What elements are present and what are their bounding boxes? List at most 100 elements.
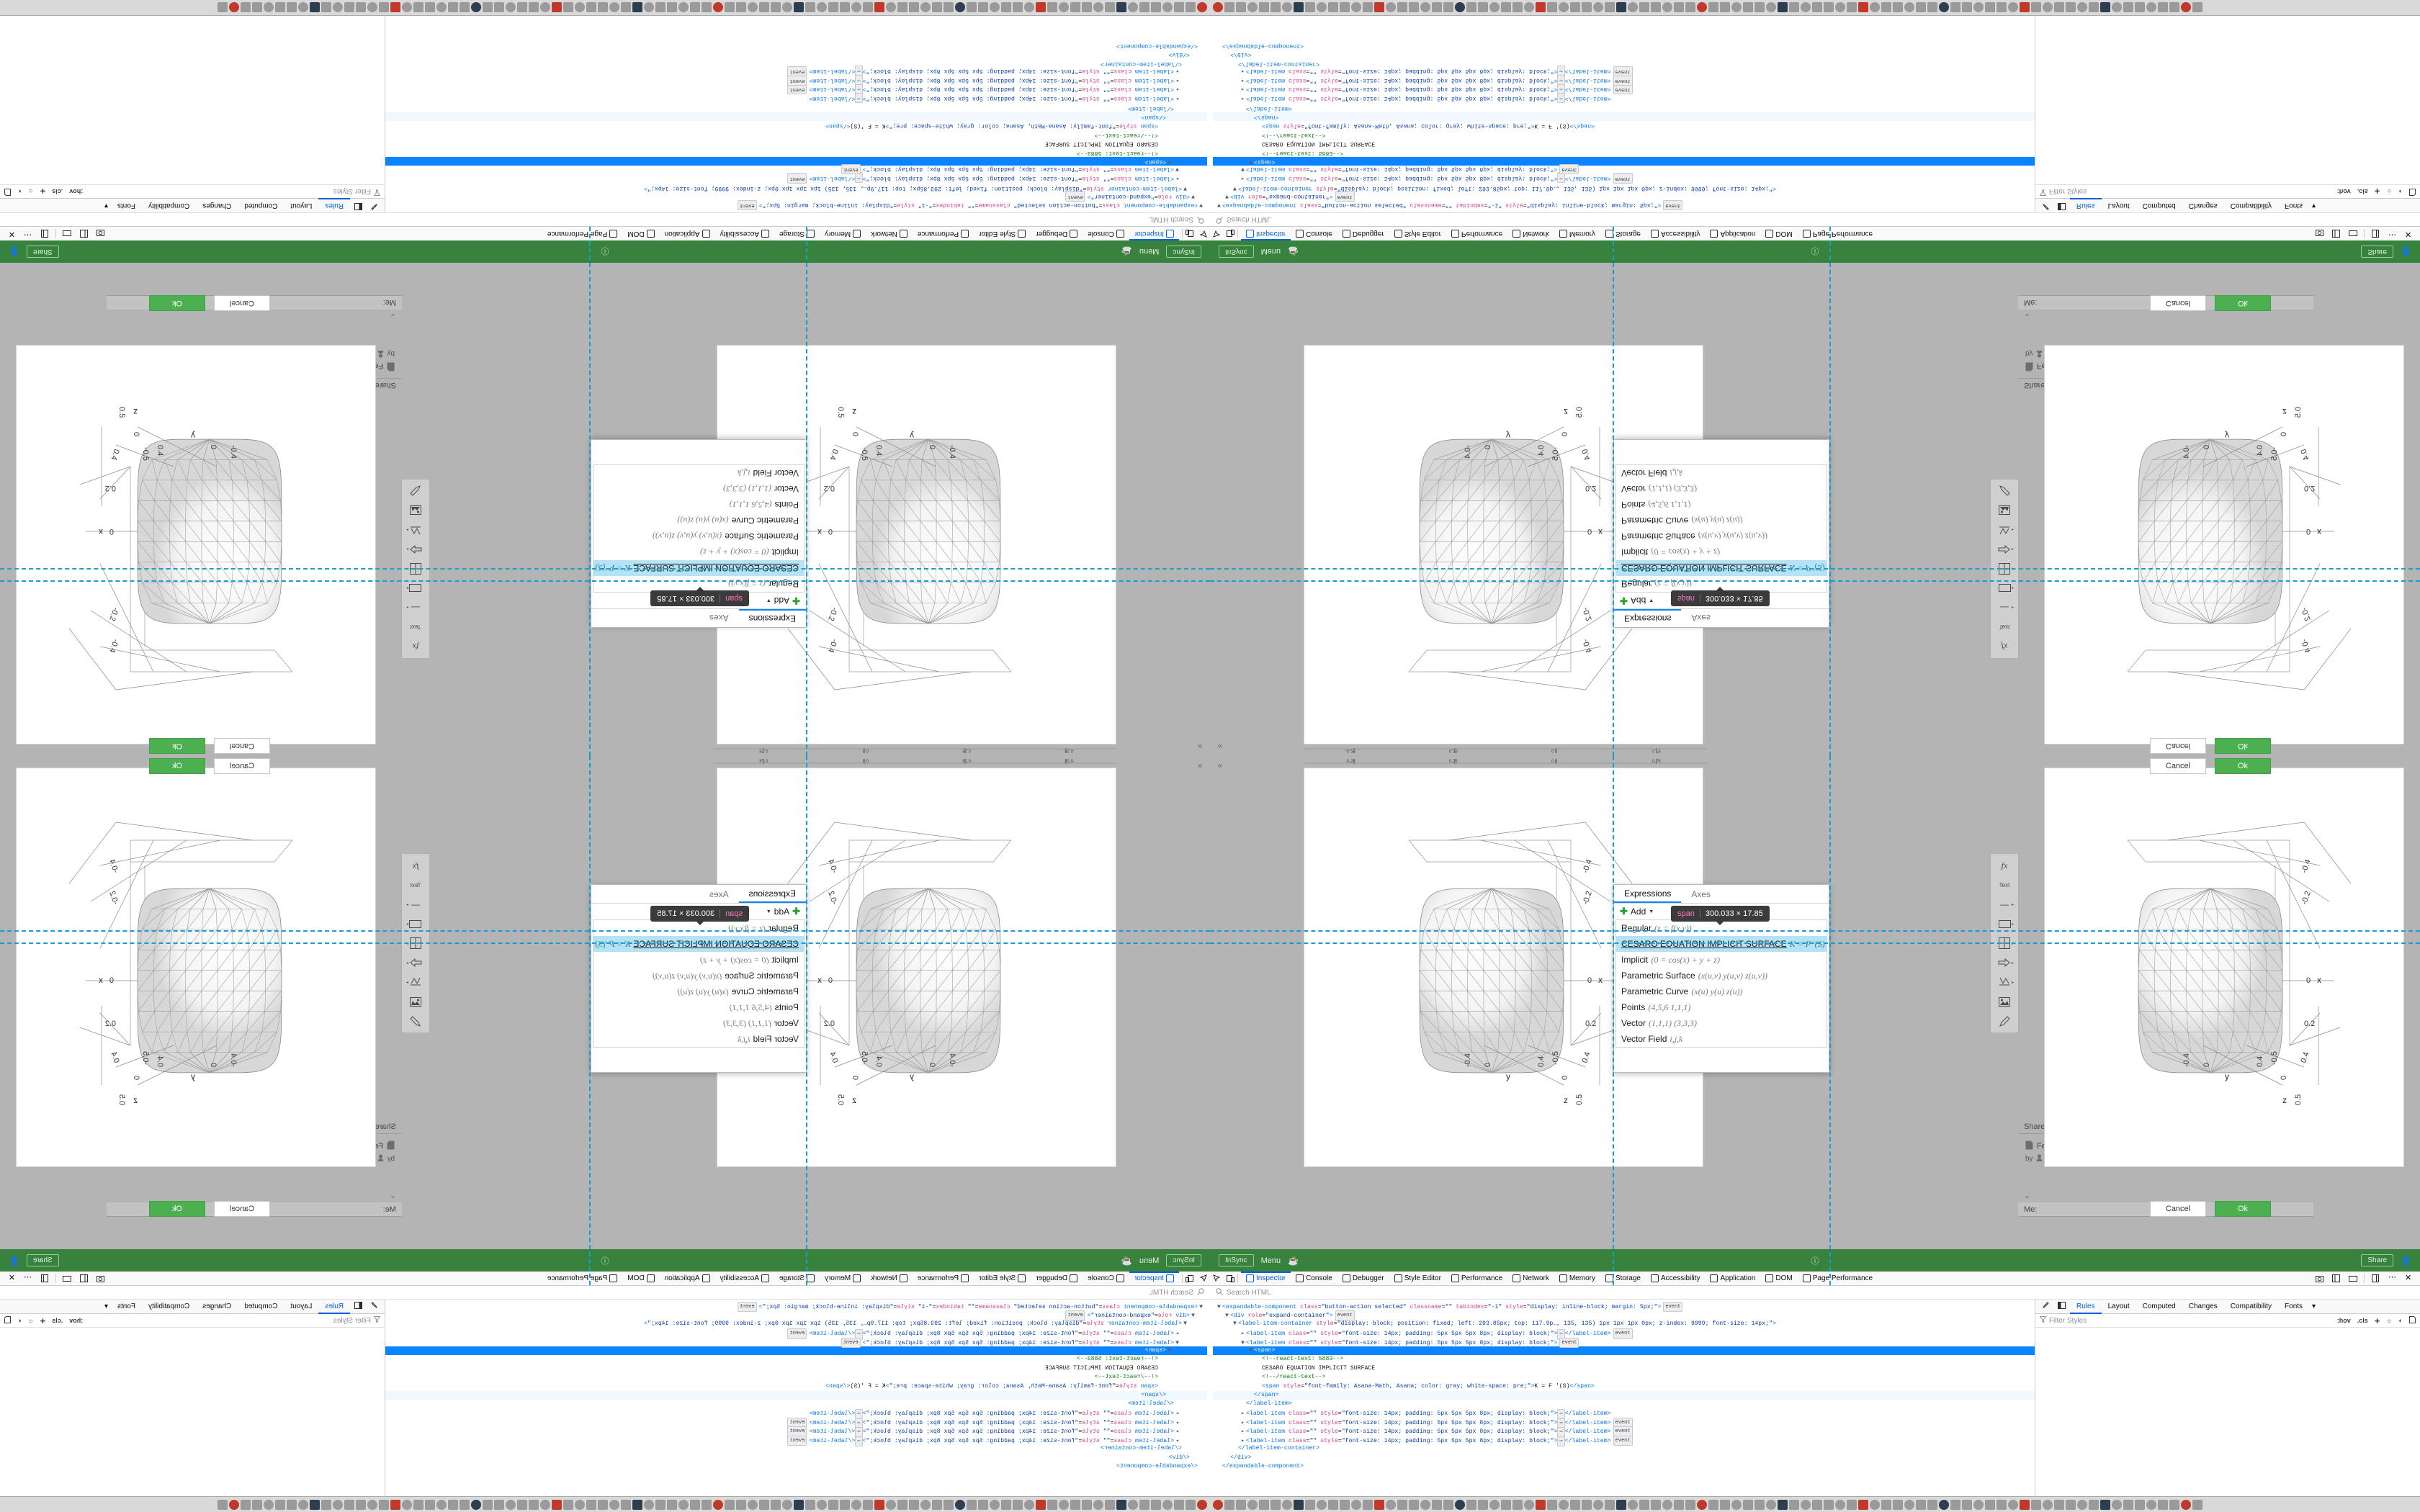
markup-line[interactable]: <span style="font-family: Asana-Math, As…: [1262, 1382, 1595, 1390]
responsive-design-icon[interactable]: [1227, 1274, 1234, 1282]
taskbar-icon[interactable]: [1466, 2, 1476, 13]
me-header[interactable]: ⌄: [2018, 310, 2313, 324]
fx-icon[interactable]: fx: [412, 642, 419, 652]
markup-line[interactable]: ▼<label-item-container style="display: b…: [1213, 1320, 2035, 1328]
taskbar-icon[interactable]: [448, 1499, 458, 1510]
taskbar-icon[interactable]: [2020, 1499, 2030, 1510]
person-icon[interactable]: 👤: [9, 246, 19, 257]
pane-toggle-icon[interactable]: [2053, 1302, 2070, 1311]
add-rule-button[interactable]: +: [2374, 186, 2380, 197]
taskbar-icon[interactable]: [344, 2, 354, 13]
markup-line[interactable]: ▼<span>: [1213, 1346, 2035, 1356]
markup-line[interactable]: </expandable-component>: [1222, 42, 1304, 49]
taskbar-icon[interactable]: [771, 1499, 781, 1510]
markup-line[interactable]: ▼<label-item class="" style="font-size: …: [1213, 1337, 2035, 1348]
devtools-tab-accessibility[interactable]: Accessibility: [1646, 227, 1705, 241]
share-button[interactable]: Share: [26, 246, 59, 258]
taskbar-icon[interactable]: [356, 1499, 366, 1510]
taskbar-icon[interactable]: [1685, 1499, 1695, 1510]
taskbar-icon[interactable]: [1939, 2, 1949, 13]
taskbar-icon[interactable]: [1247, 2, 1258, 13]
taskbar-icon[interactable]: [2123, 1499, 2133, 1510]
taskbar-icon[interactable]: [1116, 1499, 1126, 1510]
markup-line[interactable]: ▸<label-item class="" style="font-size: …: [1213, 172, 2035, 184]
coffee-cup-icon[interactable]: ☕: [1121, 1255, 1132, 1266]
taskbar-icon[interactable]: [1570, 1499, 1580, 1510]
responsive-mode-icon[interactable]: [63, 230, 71, 238]
taskbar-icon[interactable]: [1197, 2, 1207, 13]
markup-line[interactable]: <span style="font-family: Asana-Math, As…: [825, 122, 1158, 130]
devtools-tab-application[interactable]: Application: [660, 1272, 715, 1286]
tool-palette[interactable]: fx Text — ▸ ▸ ▸ ▸ ▸: [1990, 479, 2019, 659]
plot-canvas-right[interactable]: -0.4 -0.2 0 x 0.2 0.4 -0.4 0 0.4 y -0.5 0 0.5 z: [2066, 797, 2383, 1135]
taskbar-icon[interactable]: [1455, 2, 1465, 13]
light-theme-icon[interactable]: ☼: [2386, 1317, 2393, 1324]
taskbar-icon[interactable]: [1789, 2, 1799, 13]
element-picker-icon[interactable]: [1213, 1274, 1221, 1282]
tab-expressions[interactable]: Expressions: [1614, 885, 1682, 903]
split-console-icon[interactable]: [80, 230, 88, 238]
markup-line[interactable]: </div>: [1230, 51, 1252, 58]
taskbar-icon[interactable]: [1962, 1499, 1972, 1510]
taskbar-icon[interactable]: [794, 1499, 804, 1510]
taskbar-icon[interactable]: [298, 2, 308, 13]
rules-overflow-caret-icon[interactable]: ▾: [104, 202, 108, 210]
devtools-tab-performance[interactable]: Performance: [913, 227, 974, 241]
fx-icon[interactable]: fx: [2001, 642, 2008, 652]
markup-line[interactable]: ▼<span>: [385, 156, 1207, 166]
taskbar-icon[interactable]: [1305, 2, 1315, 13]
ok-button[interactable]: Ok: [2215, 295, 2271, 311]
devtools-tab-accessibility[interactable]: Accessibility: [715, 1272, 774, 1286]
taskbar-icon[interactable]: [287, 1499, 297, 1510]
markup-line[interactable]: </label-item-container>: [1238, 1445, 1320, 1452]
markup-view[interactable]: ▼<expandable-component class="button-act…: [385, 1300, 1210, 1500]
taskbar-icon[interactable]: [1197, 1499, 1207, 1510]
markup-line[interactable]: ▸<label-item class="" style="font-size: …: [385, 1328, 1207, 1340]
chevron-icon[interactable]: ⌄: [389, 1191, 396, 1200]
taskbar-icon[interactable]: [1270, 2, 1281, 13]
taskbar-icon[interactable]: [529, 2, 539, 13]
devtools-tab-network[interactable]: Network: [866, 1272, 913, 1286]
dialog-tabs[interactable]: Expressions Axes: [591, 885, 806, 904]
devtools-tab-style-editor[interactable]: Style Editor: [974, 227, 1031, 241]
devtools-tab-storage[interactable]: Storage: [774, 1272, 820, 1286]
twisty-icon[interactable]: ▼: [1183, 1320, 1187, 1327]
taskbar-icon[interactable]: [874, 2, 884, 13]
taskbar-icon[interactable]: [1162, 2, 1173, 13]
devtools-searchbar[interactable]: Search HTML: [1210, 1286, 2420, 1300]
taskbar-icon[interactable]: [1386, 1499, 1396, 1510]
taskbar-icon[interactable]: [1778, 2, 1788, 13]
filter-styles-input[interactable]: Filter Styles: [2049, 1316, 2087, 1325]
taskbar-icon[interactable]: [1754, 2, 1765, 13]
twisty-icon[interactable]: ▸: [1241, 1437, 1245, 1444]
responsive-mode-icon[interactable]: [63, 1274, 71, 1282]
dialog-actions-bottom[interactable]: Cancel Ok: [149, 295, 270, 311]
taskbar-icon[interactable]: [1093, 1499, 1103, 1510]
markup-line[interactable]: </span>: [1213, 1390, 2035, 1400]
screenshot-icon[interactable]: [97, 1274, 104, 1282]
taskbar-icon[interactable]: [1697, 1499, 1707, 1510]
markup-line[interactable]: </label-item>: [1128, 1400, 1174, 1408]
twisty-icon[interactable]: ▼: [1183, 185, 1187, 192]
rules-tabs[interactable]: Rules Layout Computed Changes Compatibil…: [0, 198, 385, 212]
taskbar-icon[interactable]: [1731, 2, 1742, 13]
taskbar-icon[interactable]: [748, 2, 758, 13]
taskbar-icon[interactable]: [529, 1499, 539, 1510]
taskbar-icon[interactable]: [1824, 1499, 1834, 1510]
add-rule-button[interactable]: +: [40, 1315, 46, 1326]
taskbar-icon[interactable]: [310, 2, 320, 13]
cancel-button[interactable]: Cancel: [2150, 738, 2206, 754]
taskbar-icon[interactable]: [2031, 2, 2041, 13]
taskbar-icon[interactable]: [863, 2, 873, 13]
taskbar-icon[interactable]: [725, 1499, 735, 1510]
fx-icon[interactable]: fx: [412, 860, 419, 870]
markup-line[interactable]: </span>: [385, 1390, 1207, 1400]
taskbar-icon[interactable]: [1282, 1499, 1292, 1510]
taskbar-icon[interactable]: [1582, 1499, 1592, 1510]
text-icon[interactable]: Text: [410, 881, 421, 888]
taskbar-icon[interactable]: [1801, 1499, 1811, 1510]
taskbar-icon[interactable]: [1870, 1499, 1880, 1510]
expression-item-2[interactable]: Implicit (0 = cos(x) + y + z): [1616, 544, 1827, 560]
plot-canvas-right[interactable]: -0.4 -0.2 0 x 0.2 0.4 -0.4 0 0.4 y -0.5 0 0.5 z: [37, 377, 354, 715]
taskbar-icon[interactable]: [1616, 1499, 1626, 1510]
